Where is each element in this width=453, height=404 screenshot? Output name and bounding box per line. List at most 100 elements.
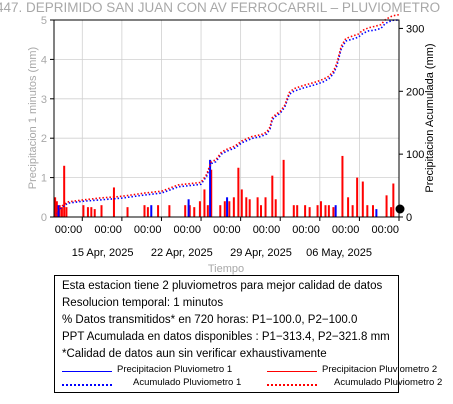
- precip-bar: [143, 205, 146, 217]
- precip-bar: [319, 201, 322, 217]
- precip-bar: [100, 205, 103, 217]
- precip-bar: [126, 207, 129, 217]
- precip-bar: [63, 165, 66, 217]
- precip-bar: [209, 159, 212, 217]
- x-date-label: 22 Apr, 2025: [151, 247, 213, 259]
- precip-bar: [232, 197, 235, 217]
- precip-bar: [282, 159, 285, 217]
- precip-bar: [347, 197, 350, 217]
- rain-chart: 447. DEPRIMIDO SAN JUAN CON AV FERROCARR…: [0, 0, 440, 275]
- y-tick-label: 1: [41, 173, 47, 185]
- x-tick-label: 00:00: [213, 224, 241, 236]
- precip-bar: [308, 207, 311, 217]
- precip-bar: [392, 183, 395, 217]
- precip-bar: [327, 205, 330, 217]
- precip-bar: [341, 155, 344, 217]
- legend-swatch-acc2: [267, 384, 317, 386]
- precip-bar: [54, 197, 57, 217]
- precip-bar: [316, 205, 319, 217]
- precip-bar: [240, 189, 243, 217]
- legend-label: Acumulado Pluviometro 1: [133, 377, 242, 388]
- y-tick-label: 4: [41, 54, 47, 66]
- precip-bar: [371, 205, 374, 217]
- axes: 0 1 2 3 4 5 0 100 200 300 00:00 00:00 00:00 00:00 00:0…: [41, 15, 424, 259]
- precip-bar: [356, 177, 359, 217]
- accumulated-line: [53, 19, 400, 218]
- precip-bar: [332, 207, 335, 217]
- precip-bar: [65, 207, 68, 217]
- x-tick-label: 00:00: [253, 224, 281, 236]
- precip-bar: [375, 209, 378, 217]
- y-tick-label: 5: [41, 15, 47, 27]
- precip-bar: [187, 199, 190, 217]
- precip-bar: [210, 169, 213, 217]
- accumulated-line: [53, 13, 400, 218]
- precip-bar: [237, 167, 240, 217]
- precip-bar: [324, 205, 327, 217]
- y-tick-label: 2: [41, 133, 47, 145]
- y-tick-label: 3: [41, 94, 47, 106]
- precip-bar: [304, 205, 307, 217]
- precip-bar: [150, 205, 153, 217]
- legend-swatch-p1: [62, 371, 112, 372]
- x-axis-label: Tiempo: [208, 263, 244, 275]
- y2-tick-label: 200: [406, 86, 424, 98]
- precip-bar: [203, 189, 206, 217]
- legend-swatch-acc1: [62, 384, 112, 386]
- precip-bar: [193, 207, 196, 217]
- precip-bar: [351, 205, 354, 217]
- precip-bar: [260, 205, 262, 217]
- y-axis-label: Precipitacion 1 minutos (mm): [27, 47, 39, 189]
- precip-bar: [292, 205, 295, 217]
- legend-label: Precipitacion Pluviometro 1: [117, 364, 233, 375]
- current-marker: [395, 204, 405, 214]
- precip-bar: [274, 199, 277, 217]
- precipitation-bars: [54, 155, 395, 217]
- precip-bar: [226, 197, 229, 217]
- x-tick-label: 00:00: [174, 224, 202, 236]
- precip-bar: [57, 205, 60, 217]
- precip-bar: [334, 205, 337, 217]
- precip-bar: [82, 205, 85, 217]
- legend-label: Precipitacion Pluviometro 2: [322, 364, 438, 375]
- precip-bar: [60, 207, 63, 217]
- y2-tick-label: 0: [406, 212, 412, 224]
- precip-bar: [296, 205, 299, 217]
- info-line: % Datos transmitidos* en 720 horas: P1−1…: [62, 314, 358, 326]
- grid: [54, 20, 399, 217]
- precip-bar: [168, 205, 171, 217]
- legend-swatch-p2: [267, 371, 317, 372]
- precip-bar: [385, 195, 388, 217]
- precip-bar: [157, 205, 160, 217]
- precip-bar: [188, 205, 191, 217]
- precip-bar: [90, 207, 93, 217]
- info-line: Resolucion temporal: 1 minutos: [62, 297, 224, 309]
- y2-tick-label: 100: [406, 149, 424, 161]
- info-line: *Calidad de datos aun sin verificar exha…: [62, 348, 327, 360]
- x-tick-label: 00:00: [332, 224, 360, 236]
- precip-bar: [366, 205, 369, 217]
- precip-bar: [219, 205, 222, 217]
- precip-bar: [264, 197, 267, 217]
- plot-frame: [53, 19, 400, 218]
- y2-tick-label: 300: [406, 23, 424, 35]
- precip-bar: [245, 197, 248, 217]
- precip-bar: [223, 201, 226, 217]
- precip-bar: [58, 205, 61, 217]
- x-tick-label: 00:00: [94, 224, 122, 236]
- precip-bar: [271, 175, 274, 217]
- chart-title: 447. DEPRIMIDO SAN JUAN CON AV FERROCARR…: [0, 0, 440, 15]
- precip-bar: [112, 187, 115, 217]
- x-tick-label: 00:00: [55, 224, 83, 236]
- x-date-label: 06 May, 2025: [306, 247, 372, 259]
- x-date-label: 29 Apr, 2025: [230, 247, 292, 259]
- precip-bar: [248, 199, 251, 217]
- x-date-label: 15 Apr, 2025: [72, 247, 134, 259]
- info-line: PPT Acumulada en datos disponibles : P1−…: [62, 331, 390, 343]
- info-line: Esta estacion tiene 2 pluviometros para …: [62, 280, 383, 292]
- precip-bar: [198, 201, 201, 217]
- info-box: Esta estacion tiene 2 pluviometros para …: [54, 275, 442, 393]
- precip-bar: [256, 197, 259, 217]
- y2-axis-label: Precipitacion Acumulada (mm): [424, 43, 436, 192]
- precip-bar: [390, 207, 393, 217]
